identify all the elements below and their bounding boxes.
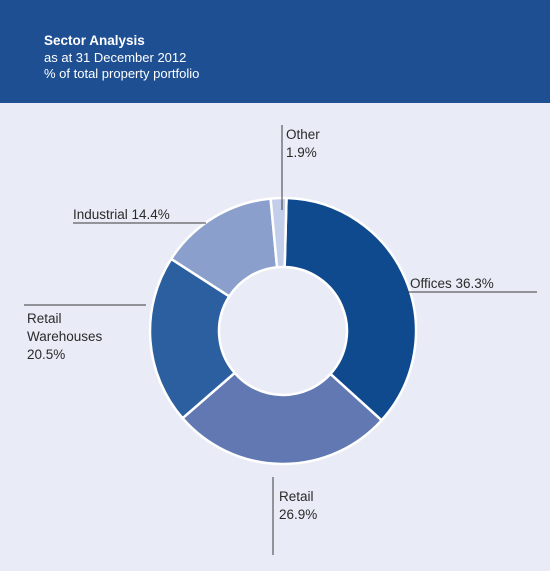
chart-title: Sector Analysis <box>44 33 145 48</box>
label-line: Industrial 14.4% <box>73 207 170 222</box>
label-line: 1.9% <box>286 145 317 160</box>
slice-other <box>269 196 288 269</box>
label-retail-warehouses: Retail Warehouses 20.5% <box>27 311 103 362</box>
chart-subtitle: as at 31 December 2012 <box>44 50 187 65</box>
label-retail: Retail 26.9% <box>279 489 317 522</box>
label-line: 26.9% <box>279 507 317 522</box>
slice-retail-warehouses <box>148 257 236 420</box>
label-line: Retail <box>279 489 314 504</box>
chart-header: Sector Analysis as at 31 December 2012 %… <box>0 0 550 103</box>
slice-offices <box>283 196 418 422</box>
label-line: 20.5% <box>27 347 65 362</box>
slice-retail <box>181 371 383 466</box>
donut-slices <box>148 196 418 466</box>
label-line: Offices 36.3% <box>410 276 494 291</box>
label-offices: Offices 36.3% <box>410 276 494 291</box>
label-other: Other 1.9% <box>286 127 320 160</box>
label-industrial: Industrial 14.4% <box>73 207 170 222</box>
slice-labels: Offices 36.3% Retail 26.9% Retail Warehouses… <box>27 127 494 522</box>
label-line: Retail <box>27 311 62 326</box>
chart-unit-note: % of total property portfolio <box>44 66 200 81</box>
label-line: Warehouses <box>27 329 103 344</box>
label-line: Other <box>286 127 320 142</box>
leader-lines <box>24 125 537 555</box>
